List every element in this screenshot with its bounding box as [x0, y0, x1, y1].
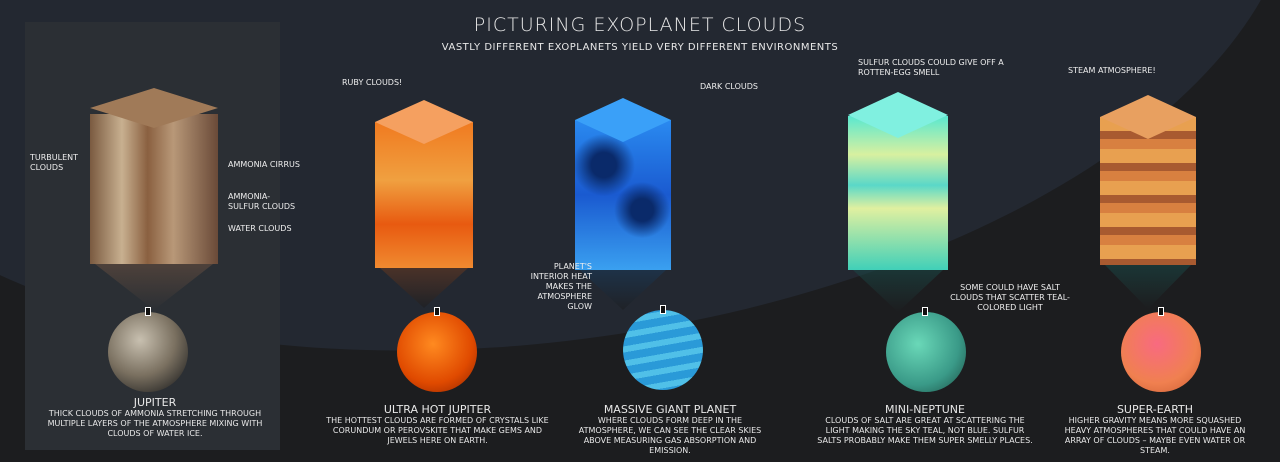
annotation-ruby-clouds: RUBY CLOUDS!	[342, 78, 403, 87]
super-earth-cone	[1105, 265, 1191, 309]
annotation-ammonia-sulfur: AMMONIA-SULFUR CLOUDS	[228, 192, 296, 211]
annotation-dark-clouds: DARK CLOUDS	[700, 82, 758, 91]
ultra-hot-jupiter-cloud-column	[375, 100, 473, 268]
planet-description: WHERE CLOUDS FORM DEEP IN THE ATMOSPHERE…	[578, 416, 762, 455]
planet-description: THE HOTTEST CLOUDS ARE FORMED OF CRYSTAL…	[326, 416, 549, 445]
super-earth-caption: SUPER-EARTH HIGHER GRAVITY MEANS MORE SQ…	[1055, 403, 1255, 456]
annotation-interior-heat: PLANET'S INTERIOR HEAT MAKES THE ATMOSPH…	[530, 262, 592, 311]
annotation-turbulent-clouds: TURBULENT CLOUDS	[30, 153, 79, 172]
jupiter-caption: JUPITER THICK CLOUDS OF AMMONIA STRETCHI…	[40, 396, 270, 439]
annotation-ammonia-cirrus: AMMONIA CIRRUS	[228, 160, 300, 169]
ultra-hot-jupiter-planet	[397, 312, 477, 392]
planet-name: ULTRA HOT JUPITER	[383, 403, 492, 416]
planet-name: MINI-NEPTUNE	[885, 403, 965, 416]
massive-giant-planet	[623, 310, 703, 390]
ultra-hot-jupiter-marker	[434, 307, 440, 316]
super-earth-marker	[1158, 307, 1164, 316]
planet-description: CLOUDS OF SALT ARE GREAT AT SCATTERING T…	[817, 416, 1033, 445]
massive-giant-marker	[660, 305, 666, 314]
mini-neptune-cone	[853, 270, 943, 312]
mini-neptune-cloud-column	[848, 92, 948, 270]
planet-name: MASSIVE GIANT PLANET	[603, 403, 737, 416]
page-subtitle: VASTLY DIFFERENT EXOPLANETS YIELD VERY D…	[441, 42, 839, 53]
annotation-water-clouds: WATER CLOUDS	[228, 224, 292, 233]
ultra-hot-jupiter-caption: ULTRA HOT JUPITER THE HOTTEST CLOUDS ARE…	[325, 403, 550, 446]
jupiter-marker	[145, 307, 151, 316]
planet-name: JUPITER	[133, 396, 177, 409]
planet-name: SUPER-EARTH	[1116, 403, 1194, 416]
jupiter-planet	[108, 312, 188, 392]
mini-neptune-planet	[886, 312, 966, 392]
planet-description: THICK CLOUDS OF AMMONIA STRETCHING THROU…	[47, 409, 263, 438]
annotation-sulfur-clouds: SULFUR CLOUDS COULD GIVE OFF A ROTTEN-EG…	[858, 58, 1004, 77]
mini-neptune-marker	[922, 307, 928, 316]
mini-neptune-caption: MINI-NEPTUNE CLOUDS OF SALT ARE GREAT AT…	[815, 403, 1035, 446]
massive-giant-cloud-column	[575, 98, 671, 270]
super-earth-planet	[1121, 312, 1201, 392]
page-title: PICTURING EXOPLANET CLOUDS	[473, 14, 807, 36]
planet-description: HIGHER GRAVITY MEANS MORE SQUASHED HEAVY…	[1064, 416, 1246, 455]
annotation-salt-clouds: SOME COULD HAVE SALT CLOUDS THAT SCATTER…	[950, 283, 1070, 312]
super-earth-cloud-column	[1100, 95, 1196, 265]
jupiter-cloud-column	[90, 88, 218, 264]
massive-giant-caption: MASSIVE GIANT PLANET WHERE CLOUDS FORM D…	[570, 403, 770, 456]
annotation-steam-atmosphere: STEAM ATMOSPHERE!	[1068, 66, 1156, 75]
